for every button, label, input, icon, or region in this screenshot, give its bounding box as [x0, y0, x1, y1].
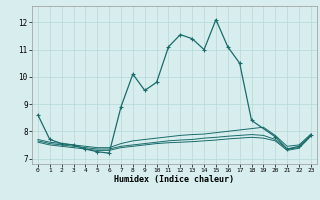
X-axis label: Humidex (Indice chaleur): Humidex (Indice chaleur): [115, 175, 234, 184]
